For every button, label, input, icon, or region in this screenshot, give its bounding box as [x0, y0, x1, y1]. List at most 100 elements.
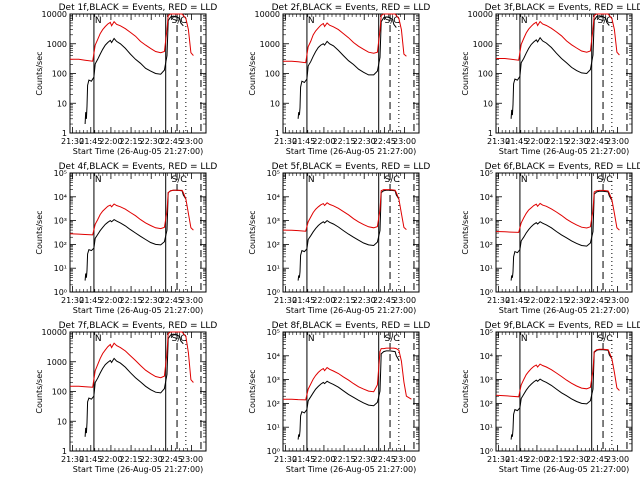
lld-series-line [283, 13, 407, 64]
x-tick-label: 21:30 [487, 137, 510, 146]
x-axis-label: Start Time (26-Aug-05 21:27:00) [73, 306, 204, 315]
y-tick-label: 10³ [54, 217, 67, 226]
y-tick-label: 10⁰ [267, 447, 280, 456]
x-tick-label: 22:30 [140, 137, 163, 146]
x-tick-label: 21:30 [487, 296, 510, 305]
x-tick-label: 22:00 [312, 455, 335, 464]
x-axis-label: Start Time (26-Aug-05 21:27:00) [499, 147, 630, 156]
x-tick-label: 22:00 [99, 137, 122, 146]
start-marker-label: N [95, 334, 102, 344]
y-tick-label: 10³ [267, 217, 280, 226]
x-tick-label: 21:45 [79, 455, 102, 464]
x-tick-label: 22:00 [312, 137, 335, 146]
start-marker-label: N [521, 334, 528, 344]
events-series-line [297, 16, 397, 119]
y-tick-label: 10¹ [267, 264, 280, 273]
plot-frame [282, 331, 420, 452]
y-tick-label: 10⁴ [480, 193, 493, 202]
x-tick-label: 21:30 [274, 455, 297, 464]
x-tick-label: 22:15 [120, 296, 143, 305]
y-tick-label: 10¹ [480, 423, 493, 432]
panel-title: Det 2f,BLACK = Events, RED = LLD [272, 3, 431, 13]
y-tick-label: 10⁴ [267, 352, 280, 361]
x-axis-label: Start Time (26-Aug-05 21:27:00) [73, 147, 204, 156]
x-tick-label: 22:45 [373, 296, 396, 305]
lld-series-line [495, 348, 620, 398]
y-tick-label: 10⁵ [480, 328, 493, 337]
y-tick-label: 10 [57, 99, 67, 108]
x-tick-label: 22:45 [586, 296, 609, 305]
plot-frame [495, 331, 633, 452]
x-tick-label: 23:00 [606, 455, 629, 464]
start-marker-label: N [95, 175, 102, 185]
start-marker-label: N [308, 175, 315, 185]
y-axis-label: Counts/sec [35, 210, 44, 254]
panel-title: Det 1f,BLACK = Events, RED = LLD [59, 3, 218, 13]
x-tick-label: 22:00 [99, 296, 122, 305]
y-tick-label: 1 [62, 129, 67, 138]
y-tick-label: 10² [54, 240, 67, 249]
y-tick-label: 10 [270, 99, 280, 108]
y-tick-label: 10⁵ [267, 169, 280, 178]
panel-5: Det 5f,BLACK = Events, RED = LLD 10⁰ 10¹ 10… [248, 162, 430, 315]
y-tick-label: 10⁵ [54, 169, 67, 178]
x-tick-label: 22:30 [353, 137, 376, 146]
x-tick-label: 22:15 [333, 137, 356, 146]
x-axis-label: Start Time (26-Aug-05 21:27:00) [73, 465, 204, 474]
events-series-line [510, 190, 613, 281]
x-tick-label: 21:30 [61, 296, 84, 305]
events-series-line [297, 189, 400, 281]
panel-title: Det 6f,BLACK = Events, RED = LLD [485, 162, 640, 172]
plot-frame [495, 172, 633, 293]
x-tick-label: 21:30 [61, 137, 84, 146]
x-tick-label: 22:15 [546, 137, 569, 146]
lld-series-line [69, 189, 194, 236]
y-tick-label: 10 [483, 99, 493, 108]
y-tick-label: 1000 [260, 40, 280, 49]
lld-series-line [282, 189, 407, 232]
plot-frame [69, 172, 207, 293]
y-tick-label: 100 [478, 70, 493, 79]
y-tick-label: 10⁴ [54, 193, 67, 202]
x-tick-label: 22:45 [373, 455, 396, 464]
x-tick-label: 22:15 [546, 455, 569, 464]
lld-series-line [495, 189, 620, 233]
x-tick-label: 22:15 [120, 137, 143, 146]
y-tick-label: 10⁰ [54, 288, 67, 297]
sc-marker-label: S/C [598, 334, 613, 344]
sc-marker-label: S/C [172, 16, 187, 26]
x-tick-label: 23:00 [393, 455, 416, 464]
x-tick-label: 23:00 [180, 455, 203, 464]
y-tick-label: 1000 [47, 40, 67, 49]
x-tick-label: 21:45 [292, 296, 315, 305]
start-marker-label: N [521, 175, 528, 185]
y-tick-label: 100 [265, 70, 280, 79]
x-tick-label: 21:45 [505, 296, 528, 305]
x-tick-label: 21:45 [292, 455, 315, 464]
x-axis-label: Start Time (26-Aug-05 21:27:00) [499, 306, 630, 315]
y-tick-label: 10³ [267, 376, 280, 385]
x-tick-label: 23:00 [393, 296, 416, 305]
panel-7: Det 7f,BLACK = Events, RED = LLD 1 10 100 10… [35, 321, 217, 474]
x-tick-label: 21:45 [79, 137, 102, 146]
y-tick-label: 10000 [255, 10, 280, 19]
x-axis-label: Start Time (26-Aug-05 21:27:00) [286, 465, 417, 474]
y-tick-label: 1 [62, 447, 67, 456]
y-tick-label: 10² [267, 399, 280, 408]
sc-marker-label: S/C [385, 175, 400, 185]
panel-title: Det 5f,BLACK = Events, RED = LLD [272, 162, 431, 172]
y-tick-label: 10¹ [267, 423, 280, 432]
x-tick-label: 22:45 [373, 137, 396, 146]
y-axis-label: Counts/sec [461, 369, 470, 413]
panel-title: Det 4f,BLACK = Events, RED = LLD [59, 162, 218, 172]
plot-frame [282, 172, 420, 293]
events-series-line [297, 350, 400, 440]
x-tick-label: 22:45 [586, 137, 609, 146]
x-tick-label: 22:15 [120, 455, 143, 464]
y-tick-label: 10000 [468, 10, 493, 19]
x-axis-label: Start Time (26-Aug-05 21:27:00) [286, 306, 417, 315]
x-tick-label: 22:30 [353, 455, 376, 464]
x-tick-label: 21:45 [292, 137, 315, 146]
x-tick-label: 22:45 [160, 455, 183, 464]
